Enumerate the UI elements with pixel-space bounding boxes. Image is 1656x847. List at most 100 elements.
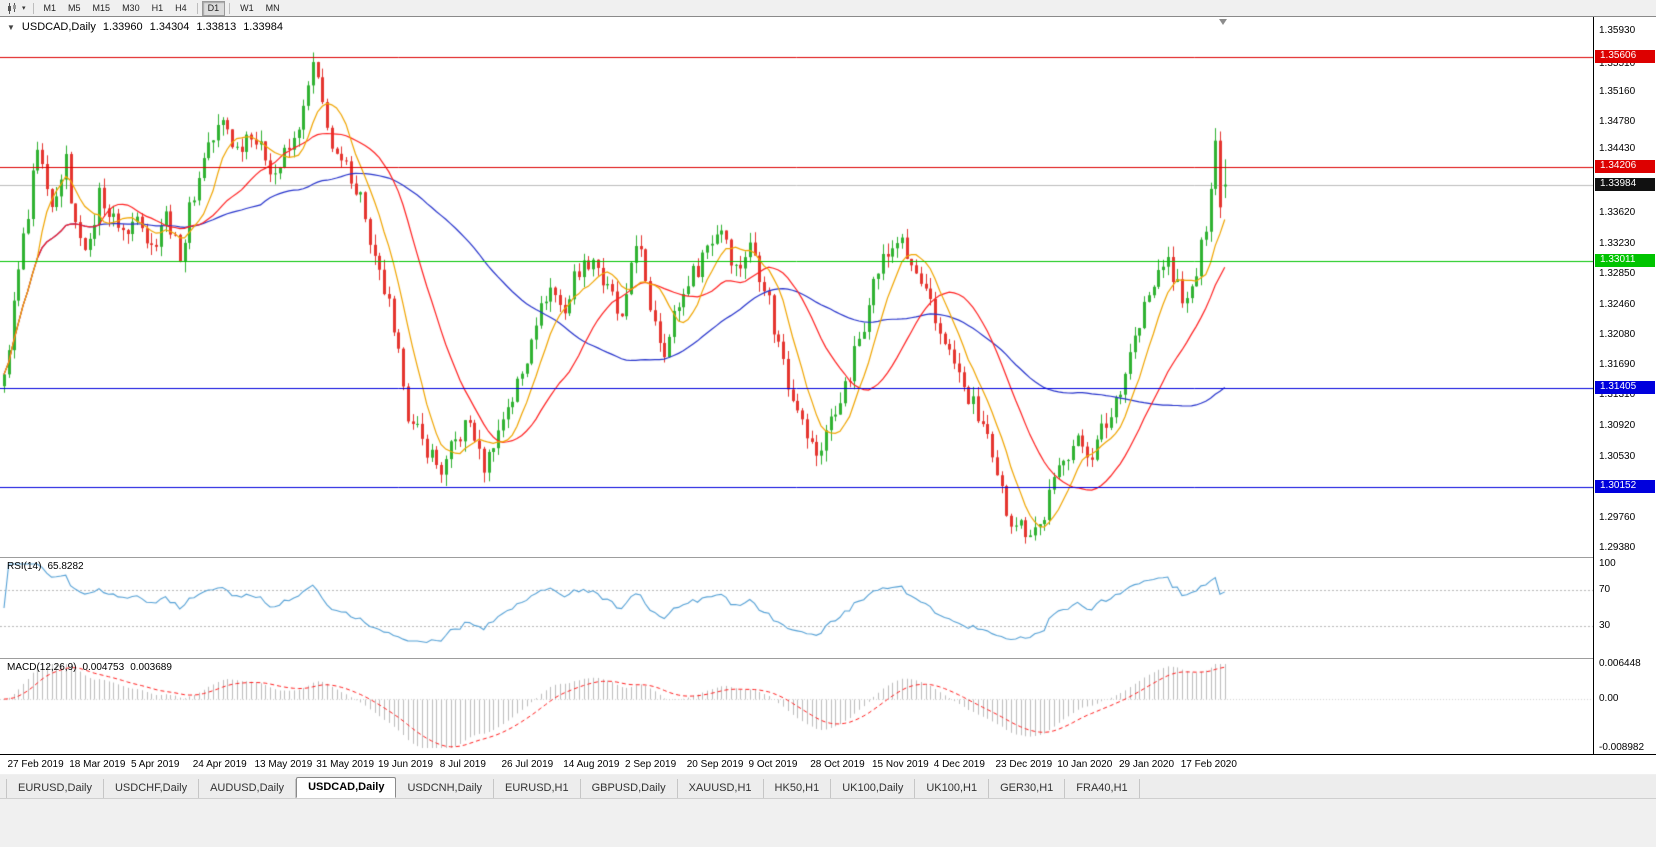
- price-tick: 1.31310: [1599, 389, 1636, 401]
- macd-axis-label: 0.006448: [1599, 658, 1641, 669]
- price-tick: 1.32850: [1599, 267, 1636, 279]
- timeframe-button-D1[interactable]: D1: [201, 0, 226, 16]
- price-level-badge: 1.34206: [1595, 160, 1655, 174]
- price-level-badge: 1.31405: [1595, 380, 1655, 394]
- chart-tab-UK100-Daily[interactable]: UK100,Daily: [831, 779, 916, 798]
- chart-shift-marker-icon[interactable]: [1219, 19, 1227, 25]
- toolbar: ▾ M1 M5 M15 M30 H1 H4 D1 W1 MN: [0, 0, 1656, 17]
- chart-tab-XAUUSD-H1[interactable]: XAUUSD,H1: [678, 779, 764, 798]
- date-label: 18 Mar 2019: [69, 759, 126, 770]
- price-level-badge: 1.33984: [1595, 177, 1655, 191]
- symbol-label: USDCAD,Daily: [21, 21, 96, 33]
- chart-tab-USDCHF-Daily[interactable]: USDCHF,Daily: [104, 779, 200, 798]
- chart-tab-HK50-H1[interactable]: HK50,H1: [764, 779, 832, 798]
- rsi-axis-label: 30: [1599, 619, 1611, 631]
- date-label: 29 Jan 2020: [1119, 759, 1175, 770]
- caret-down-icon: ▾: [22, 4, 26, 12]
- macd-main-value: 0.004753: [82, 662, 125, 673]
- price-tick: 1.31690: [1599, 359, 1636, 371]
- date-label: 4 Dec 2019: [933, 759, 985, 770]
- chart-canvas[interactable]: [0, 17, 1593, 754]
- price-tick: 1.34780: [1599, 115, 1636, 127]
- toolbar-separator: [229, 2, 231, 14]
- chart-tab-FRA40-H1[interactable]: FRA40,H1: [1065, 779, 1140, 798]
- chart-tab-EURUSD-Daily[interactable]: EURUSD,Daily: [6, 779, 104, 798]
- timeframe-button-MN[interactable]: MN: [260, 1, 286, 16]
- timeframe-button-W1[interactable]: W1: [234, 1, 260, 16]
- date-label: 10 Jan 2020: [1057, 759, 1113, 770]
- date-label: 20 Sep 2019: [686, 759, 744, 770]
- rsi-current-value: 65.8282: [47, 561, 84, 572]
- price-level-badge: 1.30152: [1595, 479, 1655, 493]
- chart-tab-EURUSD-H1[interactable]: EURUSD,H1: [494, 779, 581, 798]
- timeframe-button-M5[interactable]: M5: [62, 1, 87, 16]
- timeframe-button-H1[interactable]: H1: [146, 1, 170, 16]
- chart-tab-USDCAD-Daily[interactable]: USDCAD,Daily: [296, 777, 397, 798]
- date-label: 28 Oct 2019: [810, 759, 865, 770]
- chart-tab-GER30-H1[interactable]: GER30,H1: [989, 779, 1066, 798]
- date-label: 27 Feb 2019: [7, 759, 64, 770]
- chart-ohlc-header: ▼ USDCAD,Daily 1.33960 1.34304 1.33813 1…: [7, 21, 283, 33]
- date-label: 19 Jun 2019: [378, 759, 434, 770]
- high-value: 1.34304: [149, 21, 190, 33]
- macd-signal-value: 0.003689: [130, 662, 172, 673]
- macd-name: MACD(12,26,9): [7, 662, 77, 673]
- candlestick-chart-icon: [8, 2, 16, 14]
- date-label: 5 Apr 2019: [131, 759, 180, 770]
- chart-tab-UK100-H1[interactable]: UK100,H1: [915, 779, 990, 798]
- low-value: 1.33813: [196, 21, 237, 33]
- chart-tab-USDCNH-Daily[interactable]: USDCNH,Daily: [396, 779, 495, 798]
- date-label: 2 Sep 2019: [625, 759, 677, 770]
- status-bar-area: [0, 799, 1656, 847]
- price-level-badge: 1.33011: [1595, 254, 1655, 268]
- timeframe-group: M1 M5 M15 M30 H1 H4 D1 W1 MN: [38, 0, 286, 16]
- date-label: 26 Jul 2019: [501, 759, 554, 770]
- date-label: 9 Oct 2019: [748, 759, 798, 770]
- timeframe-button-H4[interactable]: H4: [169, 1, 193, 16]
- price-tick: 1.33620: [1599, 207, 1636, 219]
- window-separator: [0, 557, 1656, 558]
- price-tick: 1.29380: [1599, 541, 1636, 553]
- collapse-icon[interactable]: ▼: [7, 22, 15, 32]
- price-tick: 1.35510: [1599, 58, 1636, 70]
- price-tick: 1.34430: [1599, 143, 1636, 155]
- price-tick: 1.30530: [1599, 450, 1636, 462]
- price-tick: 1.35930: [1599, 25, 1636, 37]
- price-tick: 1.35160: [1599, 85, 1636, 97]
- price-tick: 1.33230: [1599, 238, 1636, 250]
- chart-window: ▼ USDCAD,Daily 1.33960 1.34304 1.33813 1…: [0, 17, 1656, 774]
- price-tick: 1.32080: [1599, 328, 1636, 340]
- chart-tab-GBPUSD-Daily[interactable]: GBPUSD,Daily: [581, 779, 678, 798]
- date-label: 14 Aug 2019: [563, 759, 620, 770]
- date-label: 13 May 2019: [254, 759, 313, 770]
- date-label: 8 Jul 2019: [439, 759, 486, 770]
- macd-label: MACD(12,26,9) 0.004753 0.003689: [7, 662, 172, 673]
- date-label: 17 Feb 2020: [1180, 759, 1237, 770]
- timeframe-button-M30[interactable]: M30: [116, 1, 146, 16]
- timeframe-button-M15[interactable]: M15: [87, 1, 117, 16]
- chart-tab-AUDUSD-Daily[interactable]: AUDUSD,Daily: [199, 779, 297, 798]
- rsi-label: RSI(14) 65.8282: [7, 561, 84, 572]
- rsi-axis-label: 100: [1599, 558, 1616, 569]
- close-value: 1.33984: [243, 21, 283, 33]
- price-tick: 1.29760: [1599, 511, 1636, 523]
- chart-type-button[interactable]: ▾: [4, 2, 29, 15]
- toolbar-separator: [196, 2, 198, 14]
- date-label: 23 Dec 2019: [995, 759, 1053, 770]
- price-axis[interactable]: 1.35930 1.35510 1.35160 1.34780 1.34430 1.336…: [1593, 17, 1656, 754]
- open-value: 1.33960: [102, 21, 143, 33]
- timeframe-button-M1[interactable]: M1: [38, 1, 63, 16]
- date-label: 31 May 2019: [316, 759, 375, 770]
- toolbar-separator: [32, 2, 34, 14]
- macd-axis-label: -0.008982: [1599, 742, 1645, 753]
- price-tick: 1.30920: [1599, 420, 1636, 432]
- window-separator: [0, 658, 1656, 659]
- rsi-axis-label: 70: [1599, 584, 1611, 596]
- date-axis[interactable]: 27 Feb 2019 18 Mar 2019 5 Apr 2019 24 Apr 2…: [0, 754, 1656, 774]
- rsi-name: RSI(14): [7, 561, 42, 572]
- macd-axis-label: 0.00: [1599, 693, 1619, 705]
- chart-tab-bar: EURUSD,Daily USDCHF,Daily AUDUSD,Daily USDC…: [0, 775, 1656, 799]
- date-label: 15 Nov 2019: [872, 759, 929, 770]
- price-tick: 1.32460: [1599, 298, 1636, 310]
- date-label: 24 Apr 2019: [192, 759, 247, 770]
